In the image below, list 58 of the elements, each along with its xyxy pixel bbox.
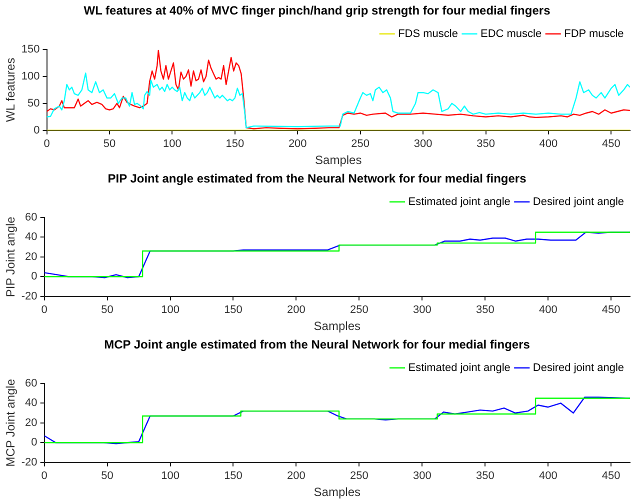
- x-tick-label: 50: [101, 470, 114, 482]
- legend-label: Desired joint angle: [532, 362, 624, 374]
- x-tick-label: 350: [476, 304, 494, 316]
- x-tick-label: 450: [602, 304, 620, 316]
- chart-title: MCP Joint angle estimated from the Neural Network for four medial fingers: [104, 338, 530, 352]
- x-axis-title: Samples: [314, 485, 360, 500]
- y-tick-label: 40: [25, 231, 38, 244]
- y-tick-label: 0: [34, 124, 40, 136]
- y-tick-label: 20: [25, 416, 38, 429]
- chart-title: WL features at 40% of MVC finger pinch/hand grip strength for four medial fingers: [84, 4, 551, 18]
- x-tick-label: 400: [539, 138, 558, 150]
- x-tick-label: 400: [538, 304, 558, 316]
- x-axis-title: Samples: [315, 153, 362, 168]
- legend-label: EDC muscle: [480, 28, 542, 40]
- x-tick-label: 100: [161, 470, 180, 482]
- x-tick-label: 400: [538, 470, 558, 482]
- x-tick-label: 150: [224, 470, 242, 482]
- y-tick-label: 40: [25, 397, 38, 410]
- x-tick-label: 450: [602, 470, 620, 482]
- y-tick-label: 100: [21, 70, 40, 82]
- x-tick-label: 350: [476, 470, 494, 482]
- y-axis-title: WL features: [4, 58, 18, 122]
- x-axis-title: Samples: [314, 319, 360, 334]
- y-tick-label: 150: [21, 43, 40, 56]
- x-tick-label: 150: [226, 138, 244, 150]
- chart-title: PIP Joint angle estimated from the Neural Network for four medial fingers: [108, 172, 527, 186]
- x-tick-label: 200: [287, 304, 306, 316]
- y-tick-label: 0: [31, 436, 38, 449]
- legend-label: Estimated joint angle: [408, 196, 510, 208]
- y-tick-label: 0: [31, 270, 38, 283]
- y-tick-label: 20: [25, 250, 38, 263]
- x-tick-label: 150: [224, 304, 242, 316]
- x-tick-label: 300: [412, 470, 432, 482]
- x-tick-label: 450: [602, 138, 620, 150]
- y-tick-label: 60: [25, 211, 38, 224]
- x-tick-label: 250: [351, 138, 370, 150]
- legend-label: Estimated joint angle: [408, 362, 510, 374]
- x-tick-label: 200: [287, 470, 306, 482]
- x-tick-label: 300: [412, 304, 432, 316]
- x-tick-label: 200: [288, 138, 307, 150]
- x-tick-label: 300: [414, 138, 432, 150]
- x-tick-label: 0: [44, 138, 50, 150]
- y-axis-title: MCP Joint angle: [4, 378, 18, 467]
- y-tick-label: -20: [21, 456, 38, 468]
- x-tick-label: 50: [103, 138, 116, 150]
- legend-label: FDS muscle: [398, 28, 458, 40]
- x-tick-label: 350: [476, 138, 495, 150]
- x-tick-label: 250: [350, 470, 368, 482]
- legend-label: FDP muscle: [564, 28, 624, 40]
- y-tick-label: -20: [21, 290, 38, 302]
- y-tick-label: 60: [25, 377, 38, 390]
- legend-label: Desired joint angle: [532, 196, 624, 208]
- y-axis-title: PIP Joint angle: [4, 216, 18, 298]
- x-tick-label: 100: [163, 138, 182, 150]
- y-tick-label: 50: [28, 97, 40, 110]
- x-tick-label: 250: [350, 304, 368, 316]
- x-tick-label: 100: [161, 304, 180, 316]
- x-tick-label: 50: [101, 304, 114, 316]
